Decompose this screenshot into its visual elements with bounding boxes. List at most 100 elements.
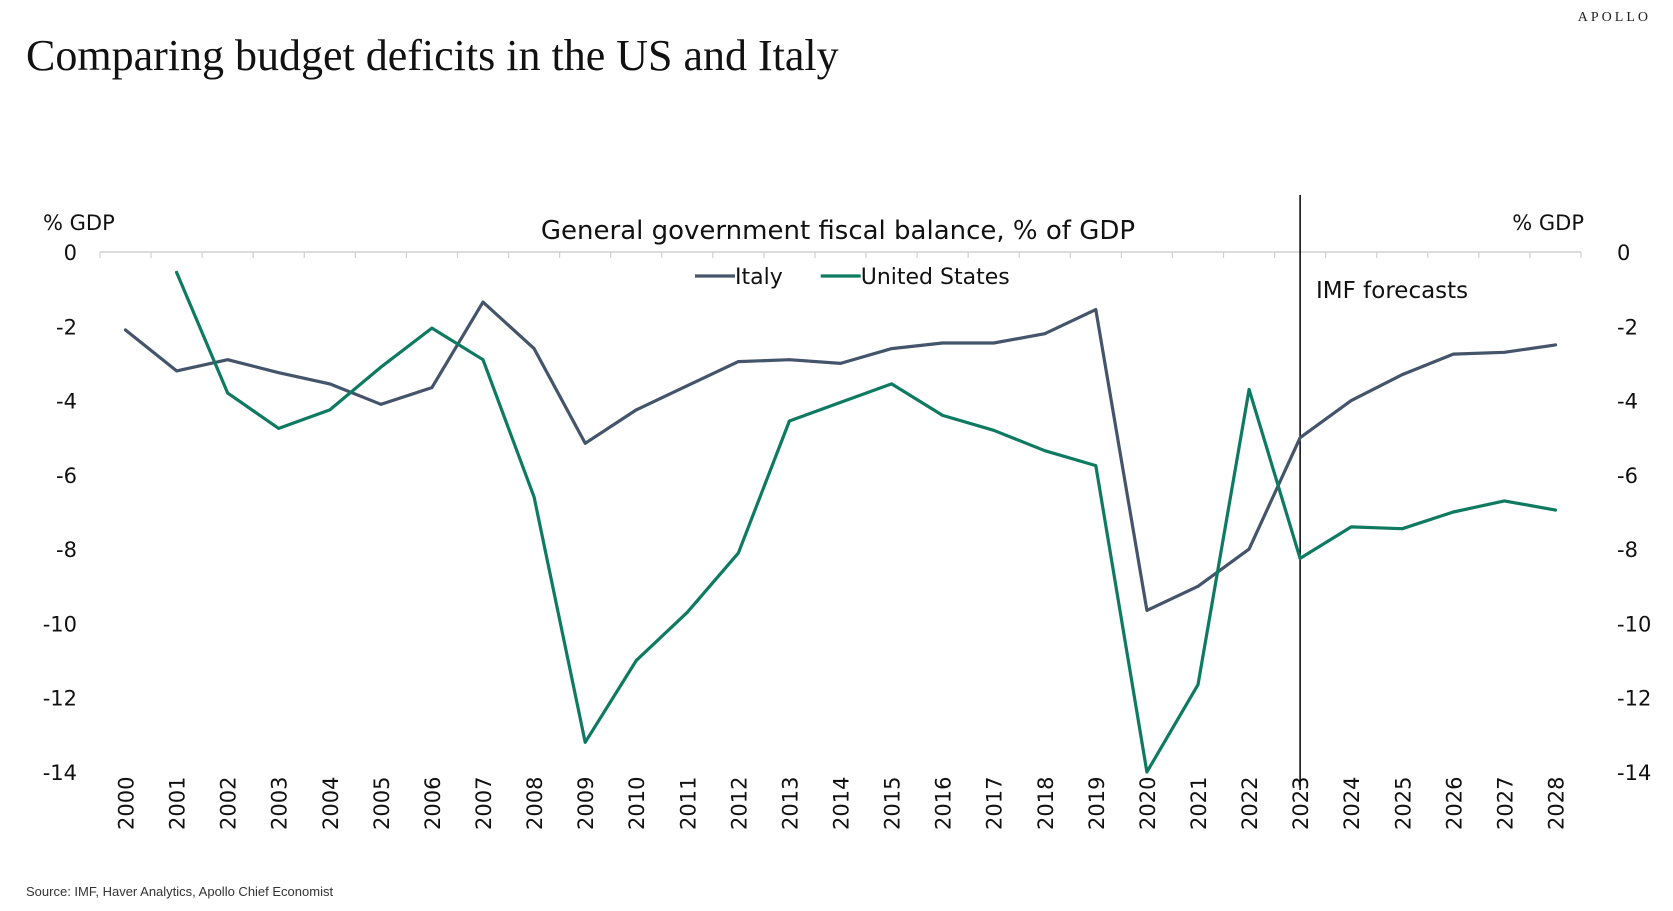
y-tick-label-right: -2 bbox=[1617, 315, 1638, 339]
data-point-italy bbox=[1554, 343, 1557, 347]
data-point-italy bbox=[1502, 350, 1506, 354]
data-point-italy bbox=[1451, 352, 1455, 356]
data-point-italy bbox=[583, 441, 587, 445]
brand-logo: APOLLO bbox=[1577, 10, 1651, 25]
data-point-united-states bbox=[788, 419, 791, 423]
data-point-italy bbox=[1298, 436, 1302, 440]
data-point-united-states bbox=[941, 414, 945, 417]
forecast-annotation: IMF forecasts bbox=[1316, 278, 1468, 304]
data-point-united-states bbox=[1349, 525, 1353, 529]
data-point-united-states bbox=[1145, 770, 1149, 774]
data-point-united-states bbox=[736, 551, 740, 555]
chart-title: General government fiscal balance, % of … bbox=[541, 216, 1135, 246]
x-tick-label: 2000 bbox=[115, 777, 139, 830]
data-point-united-states bbox=[430, 326, 434, 330]
data-point-italy bbox=[1094, 308, 1098, 311]
data-point-united-states bbox=[1502, 499, 1506, 503]
data-point-italy bbox=[890, 347, 893, 350]
x-tick-label: 2025 bbox=[1391, 777, 1415, 830]
data-point-italy bbox=[736, 360, 740, 363]
x-tick-label: 2002 bbox=[217, 777, 241, 830]
data-point-italy bbox=[1349, 399, 1353, 402]
x-tick-label: 2021 bbox=[1187, 777, 1211, 830]
x-tick-label: 2005 bbox=[370, 777, 394, 830]
data-point-united-states bbox=[328, 408, 332, 412]
data-point-united-states bbox=[481, 358, 485, 362]
y-tick-label-left: -4 bbox=[56, 390, 77, 414]
legend-label-united-states: United States bbox=[861, 265, 1010, 290]
x-tick-label: 2015 bbox=[881, 777, 905, 830]
data-point-united-states bbox=[583, 740, 587, 744]
data-point-united-states bbox=[277, 427, 281, 430]
x-tick-label: 2006 bbox=[421, 777, 445, 830]
y-tick-label-left: -6 bbox=[56, 464, 77, 488]
data-point-italy bbox=[532, 347, 536, 350]
x-tick-label: 2026 bbox=[1442, 777, 1466, 830]
series-line-united-states bbox=[175, 270, 1558, 774]
legend: Italy United States bbox=[695, 265, 1010, 290]
data-point-italy bbox=[685, 384, 689, 388]
data-point-united-states bbox=[226, 391, 230, 395]
data-point-italy bbox=[1145, 609, 1149, 612]
x-tick-label: 2007 bbox=[472, 777, 496, 830]
data-point-italy bbox=[175, 369, 179, 373]
data-point-united-states bbox=[634, 659, 638, 662]
x-tick-label: 2014 bbox=[830, 777, 854, 830]
data-point-italy bbox=[1196, 584, 1200, 588]
data-point-italy bbox=[941, 341, 945, 345]
data-point-united-states bbox=[532, 495, 536, 499]
x-tick-label: 2023 bbox=[1289, 777, 1313, 830]
data-point-italy bbox=[430, 386, 434, 389]
data-point-united-states bbox=[890, 382, 893, 386]
y-tick-label-right: -12 bbox=[1617, 687, 1651, 711]
y-tick-label-left: -12 bbox=[43, 687, 77, 711]
data-point-united-states bbox=[992, 428, 996, 432]
data-point-united-states bbox=[1247, 388, 1251, 391]
data-point-italy bbox=[1247, 547, 1251, 551]
y-tick-label-left: -8 bbox=[56, 538, 77, 562]
y-tick-label-left: -2 bbox=[56, 315, 77, 339]
series-line-italy bbox=[123, 300, 1558, 613]
x-tick-label: 2003 bbox=[268, 777, 292, 830]
x-tick-label: 2018 bbox=[1034, 777, 1058, 830]
y-tick-label-right: -4 bbox=[1617, 390, 1638, 414]
data-point-italy bbox=[788, 358, 791, 362]
data-point-italy bbox=[481, 300, 485, 304]
series-lines bbox=[123, 270, 1558, 774]
y-tick-label-right: -14 bbox=[1617, 761, 1651, 785]
y-tick-label-right: 0 bbox=[1617, 241, 1630, 265]
data-point-united-states bbox=[379, 365, 383, 369]
y-tick-label-right: -8 bbox=[1617, 538, 1638, 562]
y-tick-label-right: -10 bbox=[1617, 612, 1651, 636]
axis-group: 0 0 -2 -2 -4 -4 -6 -6 -8 -8 -10 -10 -12 -12 -14 -14 2000… bbox=[43, 195, 1651, 830]
data-point-italy bbox=[124, 328, 127, 332]
x-tick-label: 2028 bbox=[1544, 777, 1568, 830]
x-tick-label: 2013 bbox=[778, 777, 802, 830]
data-point-italy bbox=[992, 341, 996, 345]
data-point-italy bbox=[634, 408, 638, 412]
data-point-united-states bbox=[1400, 527, 1404, 531]
y-tick-label-left: -14 bbox=[43, 761, 77, 785]
data-point-united-states bbox=[839, 401, 842, 404]
x-tick-label: 2016 bbox=[932, 777, 956, 830]
data-point-united-states bbox=[175, 271, 179, 274]
y-tick-label-left: 0 bbox=[64, 241, 77, 265]
x-tick-label: 2010 bbox=[625, 777, 649, 830]
x-tick-label: 2008 bbox=[523, 777, 547, 830]
data-point-united-states bbox=[1298, 557, 1302, 560]
data-point-united-states bbox=[1043, 449, 1047, 453]
x-tick-label: 2009 bbox=[574, 777, 598, 830]
data-point-italy bbox=[277, 371, 281, 375]
data-point-united-states bbox=[1094, 464, 1098, 467]
x-tick-label: 2027 bbox=[1493, 777, 1517, 830]
x-tick-label: 2020 bbox=[1136, 777, 1160, 830]
x-tick-label: 2019 bbox=[1085, 777, 1109, 830]
x-tick-label: 2022 bbox=[1238, 777, 1262, 830]
data-point-united-states bbox=[1451, 510, 1455, 514]
data-point-united-states bbox=[685, 610, 689, 614]
data-point-united-states bbox=[1196, 683, 1200, 687]
source-note: Source: IMF, Haver Analytics, Apollo Chi… bbox=[26, 884, 334, 899]
data-point-united-states bbox=[1554, 508, 1557, 512]
legend-label-italy: Italy bbox=[735, 265, 783, 290]
